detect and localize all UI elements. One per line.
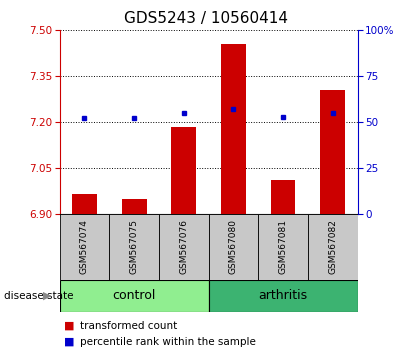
Bar <box>60 280 209 312</box>
Bar <box>122 199 146 214</box>
Text: ▶: ▶ <box>43 291 51 301</box>
Text: GSM567081: GSM567081 <box>279 219 288 274</box>
Bar <box>159 214 208 280</box>
Text: GSM567082: GSM567082 <box>328 219 337 274</box>
Text: GSM567074: GSM567074 <box>80 219 89 274</box>
Text: disease state: disease state <box>4 291 74 301</box>
Text: ■: ■ <box>64 337 74 347</box>
Bar <box>208 280 358 312</box>
Text: control: control <box>112 289 156 302</box>
Bar <box>221 44 246 214</box>
Text: transformed count: transformed count <box>80 321 178 331</box>
Text: percentile rank within the sample: percentile rank within the sample <box>80 337 256 347</box>
Text: GSM567080: GSM567080 <box>229 219 238 274</box>
Bar <box>171 127 196 214</box>
Bar <box>258 214 308 280</box>
Bar <box>320 90 345 214</box>
Bar <box>60 214 109 280</box>
Bar <box>109 214 159 280</box>
Text: ■: ■ <box>64 321 74 331</box>
Bar <box>271 181 296 214</box>
Bar <box>308 214 358 280</box>
Bar <box>72 194 97 214</box>
Text: arthritis: arthritis <box>259 289 308 302</box>
Text: GSM567076: GSM567076 <box>179 219 188 274</box>
Bar <box>208 214 258 280</box>
Text: GDS5243 / 10560414: GDS5243 / 10560414 <box>123 11 288 25</box>
Text: GSM567075: GSM567075 <box>129 219 139 274</box>
